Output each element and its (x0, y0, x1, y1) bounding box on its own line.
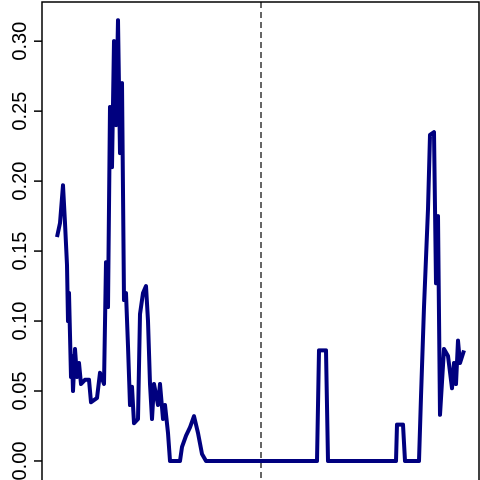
y-tick-label: 0.10 (9, 302, 31, 341)
y-tick-label: 0.30 (9, 22, 31, 61)
y-tick-label: 0.25 (9, 92, 31, 131)
y-tick-label: 0.15 (9, 232, 31, 271)
y-tick-label: 0.05 (9, 372, 31, 411)
y-tick-label: 0.00 (9, 442, 31, 480)
data-line (55, 18, 466, 463)
y-tick-label: 0.20 (9, 162, 31, 201)
